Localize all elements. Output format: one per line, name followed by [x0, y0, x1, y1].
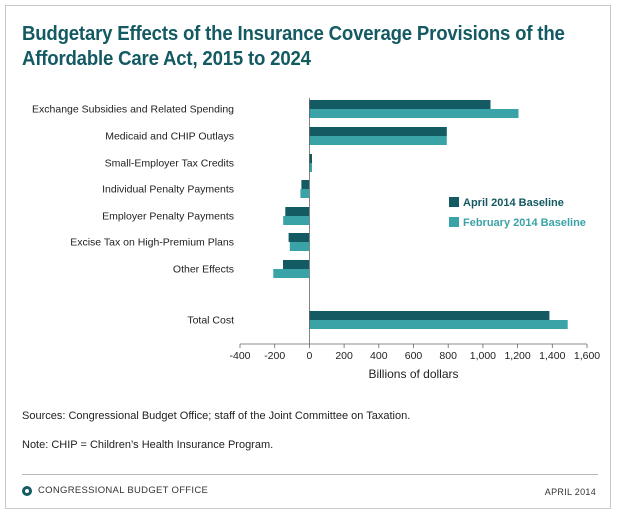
legend-swatch-1 [449, 217, 459, 227]
category-label: Small-Employer Tax Credits [105, 158, 234, 170]
x-tick-label: 1,000 [470, 350, 496, 362]
bar-april-5 [288, 233, 310, 242]
bar-april-3 [301, 180, 310, 189]
bar-april-1 [309, 127, 447, 136]
sources-note: Sources: Congressional Budget Office; st… [22, 410, 411, 422]
x-tick-label: -400 [229, 350, 250, 362]
x-tick-label: -200 [264, 350, 285, 362]
bar-february-3 [300, 189, 310, 198]
footer-divider [22, 474, 598, 475]
category-label: Individual Penalty Payments [102, 184, 234, 196]
legend-label-0: April 2014 Baseline [463, 197, 564, 209]
x-tick-label: 1,200 [504, 350, 530, 362]
footer-date: APRIL 2014 [544, 487, 596, 497]
bar-february-2 [309, 163, 312, 172]
bar-february-6 [273, 269, 310, 278]
bar-april-6 [283, 260, 310, 269]
legend-swatch-0 [449, 197, 459, 207]
bar-february-1 [309, 136, 447, 145]
cbo-logo-icon [22, 485, 32, 496]
footer-organization: CONGRESSIONAL BUDGET OFFICE [22, 485, 208, 496]
bar-chart: Exchange Subsidies and Related Spending M… [32, 98, 600, 381]
figure-frame: Budgetary Effects of the Insurance Cover… [5, 5, 611, 509]
bar-april-2 [309, 154, 312, 163]
bar-february-4 [283, 216, 310, 225]
x-tick-label: 1,600 [574, 350, 600, 362]
x-tick-label: 800 [439, 350, 457, 362]
category-label: Total Cost [187, 315, 234, 327]
chart-title-line-1: Budgetary Effects of the Insurance Cover… [22, 23, 565, 45]
category-label: Excise Tax on High-Premium Plans [70, 237, 234, 249]
chart-title-line-2: Affordable Care Act, 2015 to 2024 [22, 48, 311, 70]
x-tick-label: 200 [335, 350, 353, 362]
chart-title: Budgetary Effects of the Insurance Cover… [22, 22, 565, 72]
category-label: Other Effects [173, 264, 234, 276]
category-label: Exchange Subsidies and Related Spending [32, 104, 234, 116]
category-label: Medicaid and CHIP Outlays [105, 131, 234, 143]
category-label: Employer Penalty Payments [102, 211, 234, 223]
x-axis-title: Billions of dollars [368, 367, 458, 381]
bar-april-0 [309, 100, 491, 109]
abbreviation-note: Note: CHIP = Children’s Health Insurance… [22, 439, 274, 451]
x-tick-label: 0 [306, 350, 312, 362]
legend-label-1: February 2014 Baseline [463, 217, 586, 229]
x-tick-label: 400 [370, 350, 388, 362]
bar-april-4 [285, 207, 310, 216]
bar-april-7 [309, 311, 550, 320]
bar-february-5 [289, 242, 310, 251]
x-tick-label: 600 [405, 350, 423, 362]
bar-february-0 [309, 109, 519, 118]
footer-organization-label: CONGRESSIONAL BUDGET OFFICE [38, 485, 209, 496]
bar-february-7 [309, 320, 568, 329]
x-tick-label: 1,400 [539, 350, 565, 362]
